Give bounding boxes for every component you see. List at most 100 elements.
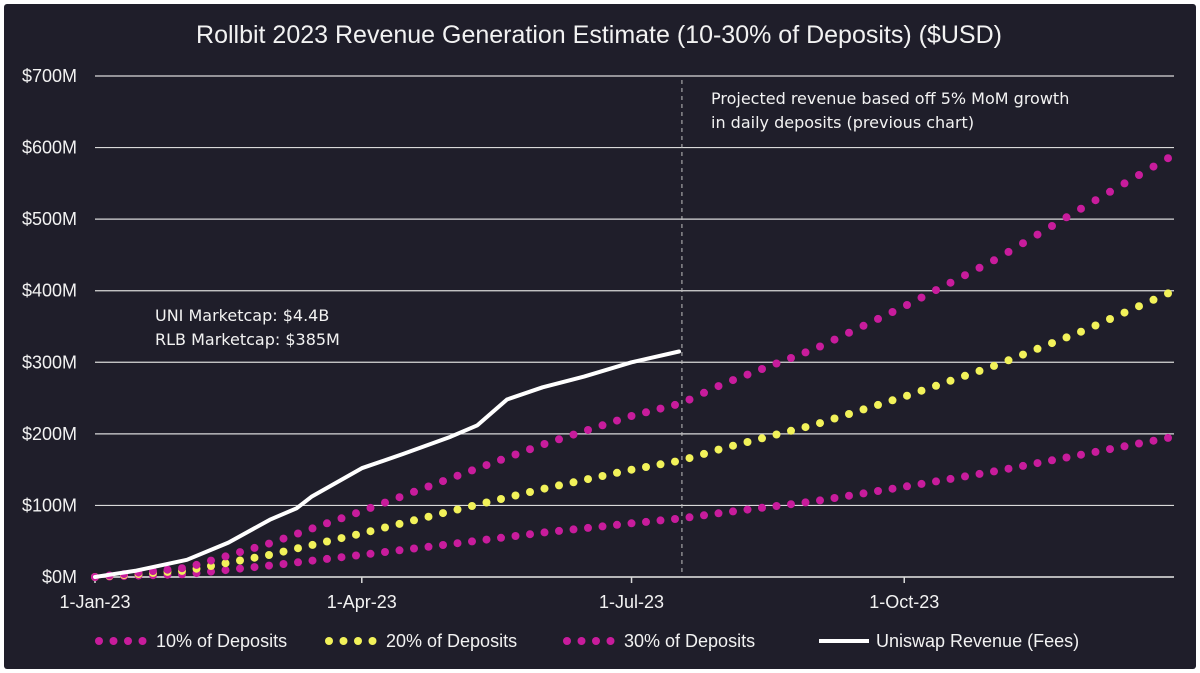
legend-item[interactable]: Uniswap Revenue (Fees) <box>819 631 1079 651</box>
y-axis: $0M $100M $200M $300M $400M $500M $600M $700M <box>22 66 77 587</box>
data-point <box>1135 302 1143 311</box>
data-point <box>946 278 955 287</box>
data-point <box>395 493 404 502</box>
data-point <box>932 286 940 295</box>
data-point <box>642 408 650 417</box>
data-point <box>381 498 389 507</box>
data-point <box>903 391 911 400</box>
data-point <box>917 479 926 488</box>
y-tick-label: $400M <box>22 281 77 301</box>
data-point <box>294 558 302 567</box>
data-point <box>265 539 273 548</box>
chart-panel: Rollbit 2023 Revenue Generation Estimate… <box>4 4 1196 669</box>
data-point <box>1135 171 1143 179</box>
legend-item[interactable]: 10% of Deposits <box>95 631 287 651</box>
data-point <box>845 410 853 418</box>
data-point <box>758 365 766 373</box>
data-point <box>888 308 897 316</box>
data-point <box>497 495 505 503</box>
data-point <box>830 414 839 423</box>
data-point <box>685 395 694 404</box>
data-point <box>830 494 839 502</box>
data-point <box>874 400 882 409</box>
data-point <box>758 503 766 512</box>
data-point <box>1120 179 1129 188</box>
data-point <box>642 517 650 526</box>
data-point <box>526 530 534 539</box>
data-point <box>250 553 259 562</box>
data-point <box>555 435 563 444</box>
legend-item[interactable]: 20% of Deposits <box>325 631 517 651</box>
data-point <box>1048 456 1056 465</box>
data-point <box>874 314 882 323</box>
data-point <box>511 450 520 459</box>
data-point <box>758 434 766 443</box>
x-tick-label: 1-Jan-23 <box>59 592 130 612</box>
data-point <box>410 516 418 525</box>
data-point <box>714 382 723 391</box>
y-tick-label: $600M <box>22 138 77 158</box>
data-point <box>903 482 911 491</box>
data-point <box>961 371 969 380</box>
data-point <box>1062 213 1071 222</box>
data-point <box>961 472 969 481</box>
data-point <box>627 519 636 528</box>
data-point <box>1077 450 1085 459</box>
data-point <box>613 520 621 529</box>
data-point <box>1164 433 1172 442</box>
legend-marker <box>592 637 600 645</box>
data-point <box>453 505 462 514</box>
marketcap-note-line-1: UNI Marketcap: $4.4B <box>155 306 329 325</box>
data-point <box>1149 295 1158 304</box>
data-point <box>366 549 375 558</box>
data-point <box>772 430 781 439</box>
data-point <box>598 421 607 430</box>
data-point <box>163 565 172 574</box>
data-point <box>250 563 259 572</box>
data-point <box>323 554 331 563</box>
data-point <box>410 487 418 496</box>
data-point <box>1033 230 1042 239</box>
y-tick-label: $100M <box>22 495 77 515</box>
data-point <box>685 513 694 522</box>
data-point <box>236 556 244 565</box>
legend-marker <box>138 637 147 645</box>
data-point <box>308 556 317 565</box>
data-point <box>337 553 346 562</box>
data-point <box>1106 315 1114 323</box>
data-point <box>932 381 940 390</box>
data-point <box>1149 436 1158 445</box>
legend-item[interactable]: 30% of Deposits <box>563 631 755 651</box>
data-point <box>874 487 882 495</box>
data-point <box>903 301 911 309</box>
data-point <box>787 500 795 509</box>
x-tick-label: 1-Apr-23 <box>327 592 397 612</box>
data-point <box>439 541 447 549</box>
data-point <box>845 491 853 500</box>
data-point <box>410 544 418 553</box>
data-point <box>366 527 375 536</box>
data-point <box>1019 461 1027 470</box>
data-point <box>1149 162 1158 171</box>
data-point <box>917 293 926 302</box>
legend-marker <box>563 637 571 645</box>
data-point <box>584 475 592 484</box>
data-point <box>1062 453 1071 462</box>
projection-note-line-1: Projected revenue based off 5% MoM growt… <box>711 89 1069 108</box>
data-point <box>294 529 302 538</box>
data-point <box>859 405 868 414</box>
data-point <box>482 535 491 544</box>
data-point <box>395 546 404 555</box>
data-point <box>265 551 273 559</box>
data-point <box>700 449 708 458</box>
chart-title: Rollbit 2023 Revenue Generation Estimate… <box>196 21 1002 49</box>
data-point <box>308 524 317 533</box>
data-point <box>613 416 621 425</box>
data-point <box>192 560 201 569</box>
chart: Rollbit 2023 Revenue Generation Estimate… <box>22 21 1174 651</box>
data-point <box>236 564 244 573</box>
data-point <box>497 533 505 542</box>
data-point <box>932 477 940 486</box>
data-point <box>671 457 679 466</box>
data-point <box>584 426 592 434</box>
